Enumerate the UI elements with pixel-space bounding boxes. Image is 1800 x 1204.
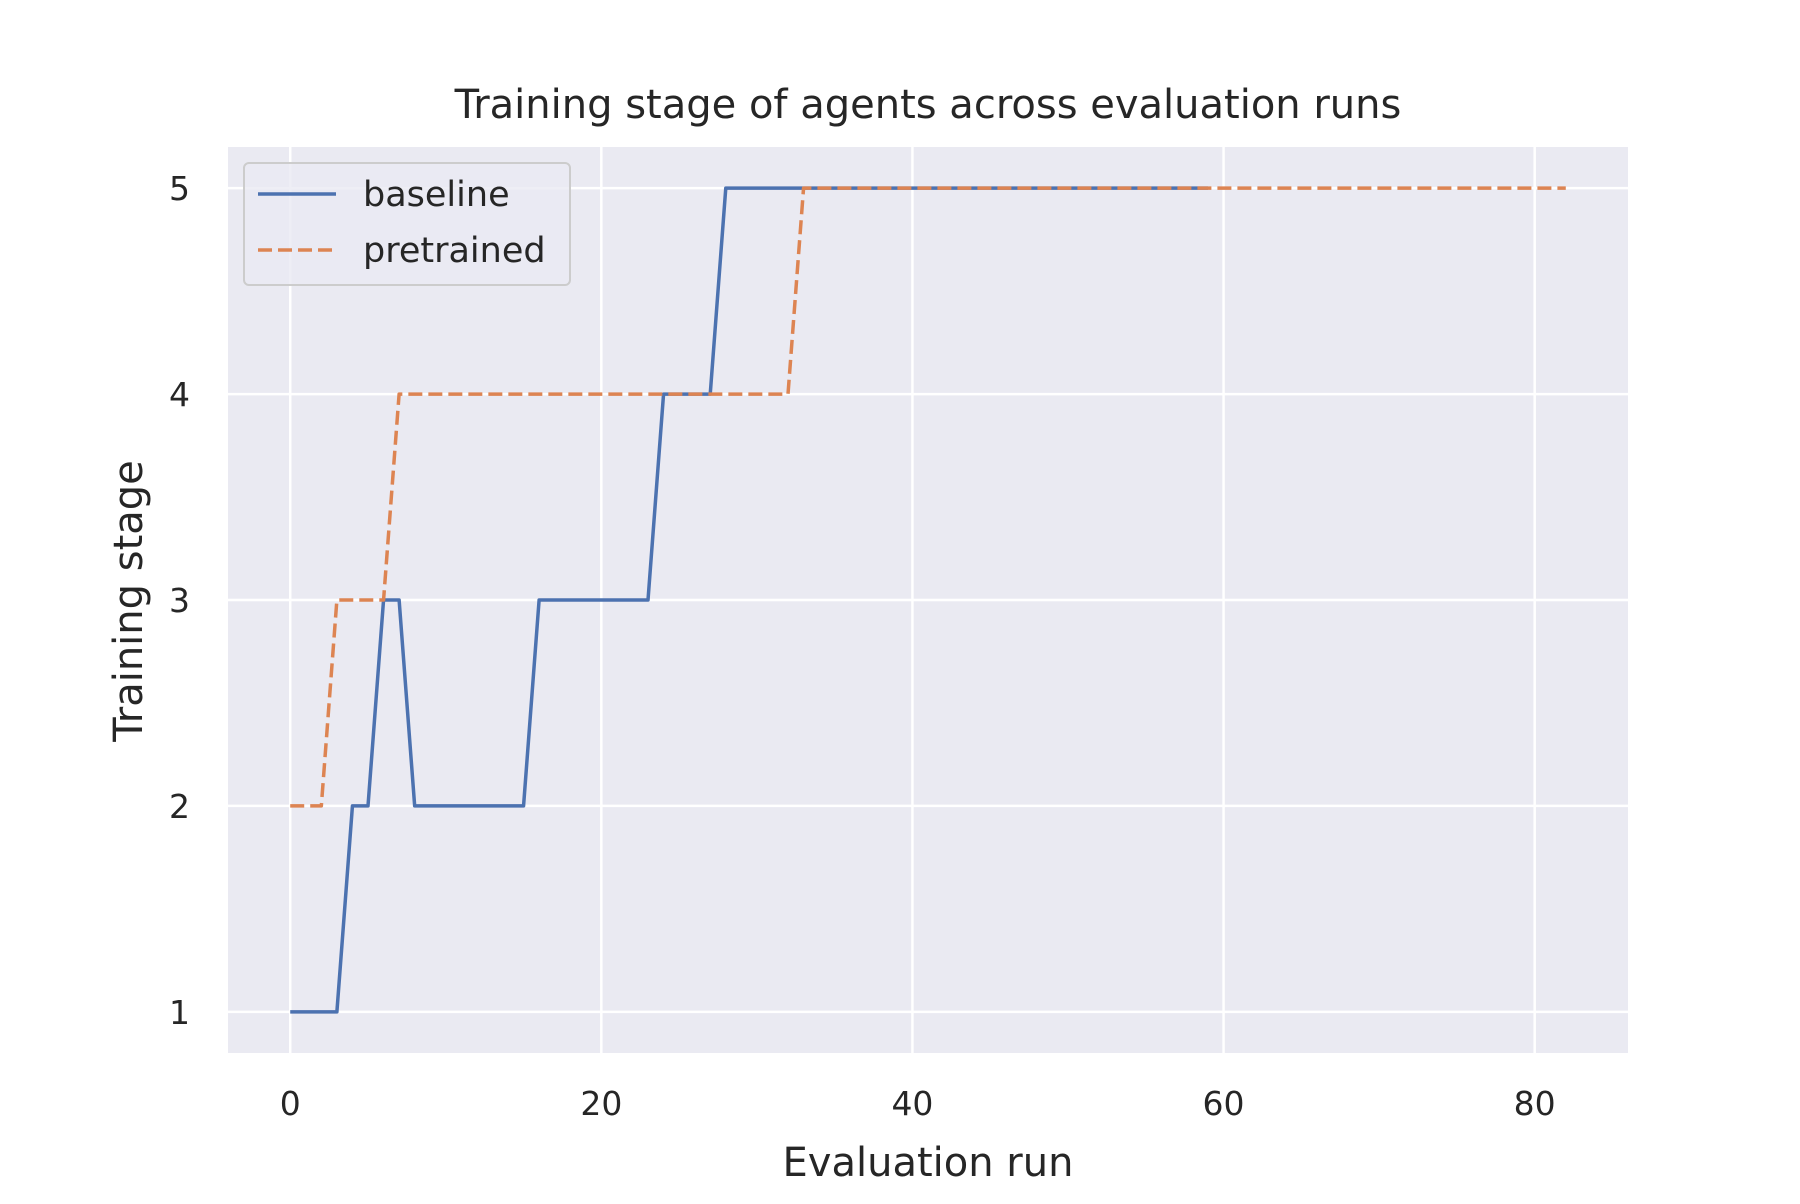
legend: baseline pretrained (243, 162, 571, 286)
y-tick-label: 3 (169, 581, 190, 620)
x-tick-label: 60 (1203, 1084, 1245, 1123)
series-line-pretrained (290, 186, 1566, 808)
x-tick-label: 80 (1514, 1084, 1556, 1123)
series-lines (290, 186, 1566, 1014)
x-tick-label: 20 (580, 1084, 622, 1123)
chart-title: Training stage of agents across evaluati… (454, 82, 1402, 128)
y-tick-label: 4 (169, 375, 190, 414)
x-axis-label: Evaluation run (783, 1140, 1074, 1186)
x-axis-ticks: 0 20 40 60 80 (280, 1084, 1556, 1123)
legend-label-pretrained: pretrained (363, 231, 546, 271)
y-tick-label: 2 (169, 787, 190, 826)
y-axis-label: Training stage (106, 460, 152, 743)
x-tick-label: 0 (280, 1084, 301, 1123)
legend-label-baseline: baseline (363, 175, 510, 215)
y-tick-label: 1 (169, 993, 190, 1032)
y-axis-ticks: 1 2 3 4 5 (169, 169, 190, 1032)
series-line-baseline (290, 186, 1208, 1014)
x-tick-label: 40 (891, 1084, 933, 1123)
y-tick-label: 5 (169, 169, 190, 208)
